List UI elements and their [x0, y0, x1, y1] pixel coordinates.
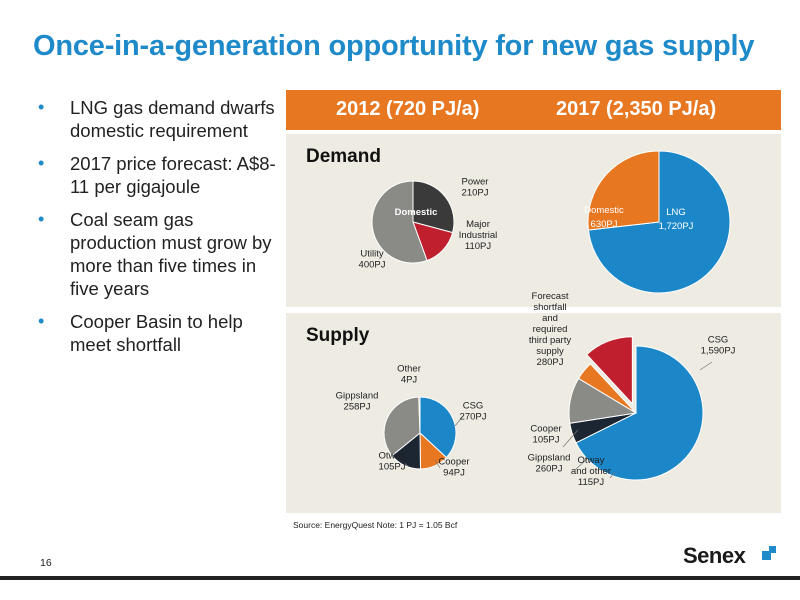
- leader-line-3-2: [574, 457, 589, 471]
- leader-line-2-0: [454, 415, 464, 427]
- pie-label-3-2: Gippsland 260PJ: [528, 453, 571, 475]
- logo-mark-icon: [762, 546, 776, 560]
- pie-label-2-4: Other 4PJ: [397, 364, 421, 386]
- pie-slice-2-4: [418, 396, 421, 434]
- pie-label-3-4: Forecast shortfall and required third party s…: [529, 291, 571, 368]
- pie-slice-3-0: [575, 345, 704, 481]
- demand-label: Demand: [306, 146, 381, 167]
- bullet-text: Cooper Basin to help meet shortfall: [70, 311, 243, 355]
- bullet-item: • LNG gas demand dwarfs domestic requirem…: [38, 96, 278, 142]
- leader-line-3-1: [609, 471, 616, 479]
- pie-label-3-3: Cooper 105PJ: [530, 424, 561, 446]
- pie-label-2-3: Gippsland 258PJ: [336, 391, 379, 413]
- pie-slice-3-4: [586, 336, 633, 405]
- bullet-list: • LNG gas demand dwarfs domestic requirem…: [38, 96, 278, 366]
- page-number: 16: [40, 557, 52, 569]
- pie-label-2-2: Otway 105PJ: [379, 451, 406, 473]
- pie-slice-2-0: [419, 396, 457, 459]
- pie-label-2-1: Cooper 94PJ: [438, 457, 469, 479]
- leader-line-2-2: [403, 462, 409, 467]
- pie-label-3-0: CSG 1,590PJ: [701, 335, 736, 357]
- senex-logo: Senex: [683, 543, 776, 569]
- pie-center-label-0: Domestic: [395, 207, 438, 218]
- source-note: Source: EnergyQuest Note: 1 PJ = 1.05 Bc…: [293, 520, 458, 530]
- column-header-2017: 2017 (2,350 PJ/a): [556, 98, 717, 120]
- pie-label-0-2: Utility 400PJ: [359, 249, 386, 271]
- column-header-2012: 2012 (720 PJ/a): [336, 98, 480, 120]
- logo-text: Senex: [683, 543, 746, 568]
- pie-label-3-1: Otway and other 115PJ: [571, 455, 611, 488]
- pie-slice-2-3: [383, 396, 421, 457]
- bullet-item: • Cooper Basin to help meet shortfall: [38, 310, 278, 356]
- leader-line-2-1: [434, 459, 441, 469]
- bullet-item: • Coal seam gas production must grow by m…: [38, 208, 278, 300]
- leader-line-3-3: [562, 429, 579, 448]
- column-header-bar: 2012 (720 PJ/a) 2017 (2,350 PJ/a): [286, 90, 781, 130]
- supply-label: Supply: [306, 325, 370, 346]
- bullet-dot-icon: •: [38, 209, 45, 229]
- pie-label-0-1: Major Industrial 110PJ: [459, 219, 498, 252]
- pie-slice-1-1: [587, 150, 660, 231]
- bullet-item: • 2017 price forecast: A$8-11 per gigajou…: [38, 152, 278, 198]
- pie-slice-0-2: [371, 180, 428, 264]
- pie-label-1-1: Domestic 630PJ: [584, 205, 624, 230]
- bullet-dot-icon: •: [38, 311, 45, 331]
- pie-label-0-0: Power 210PJ: [462, 177, 489, 199]
- bullet-text: Coal seam gas production must grow by mo…: [70, 209, 272, 299]
- pie-slice-0-0: [412, 180, 455, 234]
- bullet-text: 2017 price forecast: A$8-11 per gigajoul…: [70, 153, 276, 197]
- bullet-dot-icon: •: [38, 97, 45, 117]
- pie-label-2-0: CSG 270PJ: [460, 401, 487, 423]
- bullet-text: LNG gas demand dwarfs domestic requireme…: [70, 97, 275, 141]
- pie-slice-3-3: [577, 363, 637, 414]
- slide-title: Once-in-a-generation opportunity for new…: [33, 30, 755, 62]
- leader-line-3-0: [699, 361, 713, 371]
- footer-divider: [0, 576, 800, 580]
- pie-label-1-0: LNG 1,720PJ: [659, 207, 694, 232]
- bullet-dot-icon: •: [38, 153, 45, 173]
